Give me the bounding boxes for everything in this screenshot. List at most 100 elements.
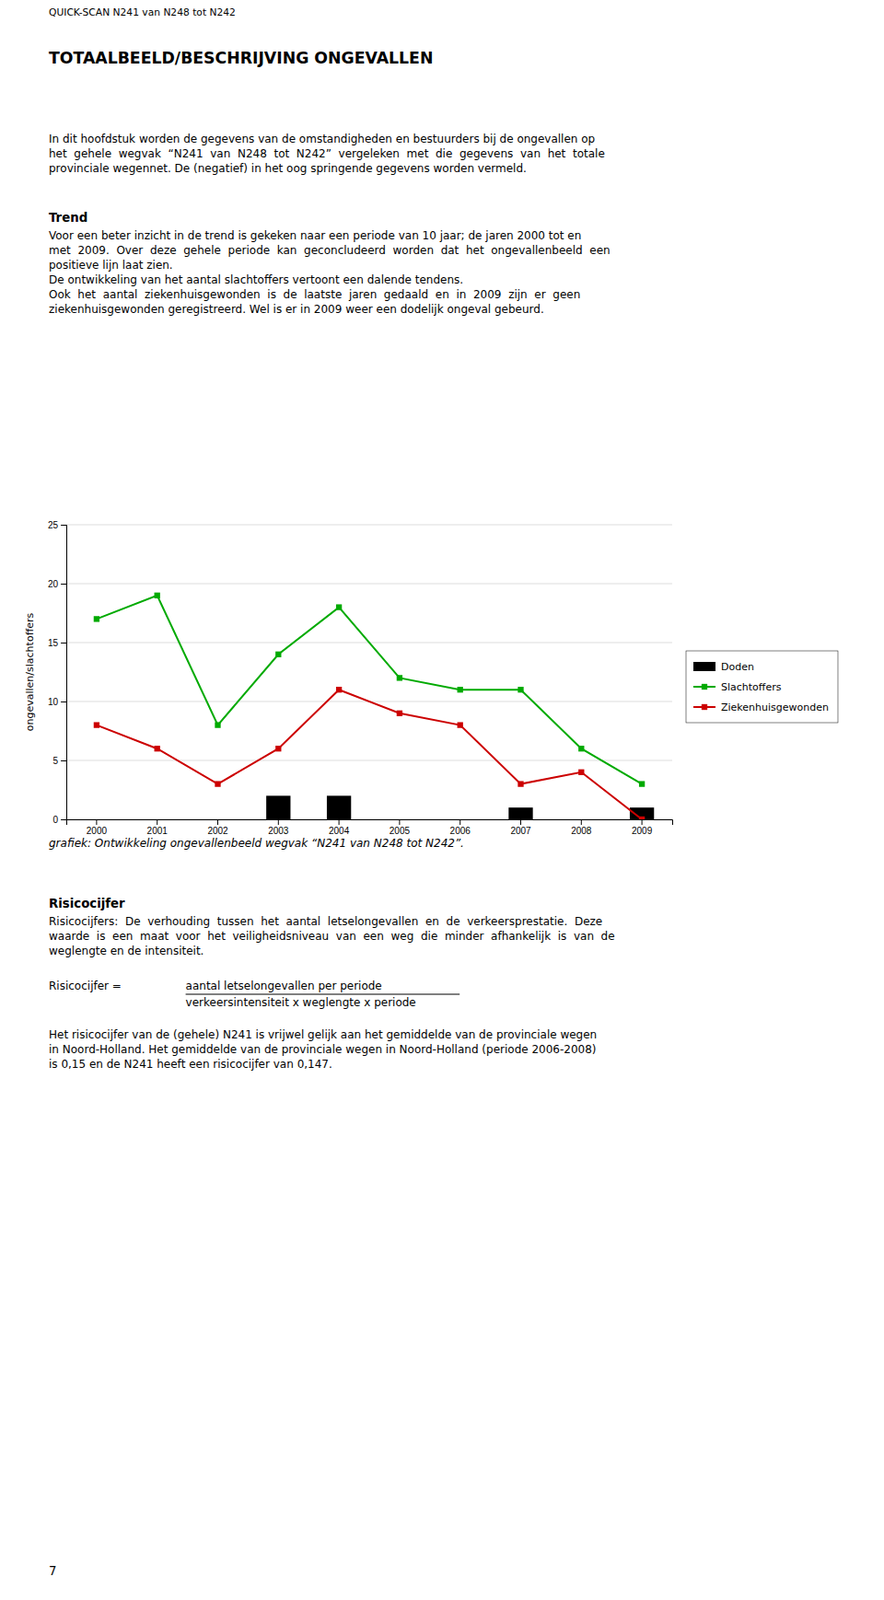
x-tick-mark	[398, 819, 400, 826]
page: QUICK-SCAN N241 van N248 tot N242TOTAALB…	[0, 0, 884, 1600]
marker	[457, 686, 464, 693]
line	[96, 595, 642, 785]
bar	[508, 807, 533, 820]
legend-item: Ziekenhuisgewonden	[693, 701, 829, 714]
line	[96, 689, 642, 820]
y-tick-mark	[60, 701, 67, 703]
plot-area	[93, 593, 655, 820]
y-tick: 20	[47, 579, 67, 590]
bar	[569, 819, 594, 821]
bar	[205, 819, 230, 821]
x-tick: 2002	[207, 819, 229, 837]
x-tick-label: 2009	[631, 825, 653, 837]
fraction-line	[186, 994, 461, 996]
grid-line	[66, 760, 673, 762]
marker	[578, 745, 584, 752]
bar	[84, 819, 109, 821]
bar	[326, 795, 351, 820]
x-tick-mark	[156, 819, 158, 826]
marker	[457, 721, 464, 728]
trend-line: Ook het aantal ziekenhuisgewonden is de …	[48, 288, 581, 302]
formula-denominator: verkeersintensiteit x weglengte x period…	[186, 996, 417, 1010]
conclusion-line: in Noord-Holland. Het gemiddelde van de …	[48, 1043, 597, 1057]
y-tick-mark	[60, 642, 67, 644]
marker	[154, 593, 161, 599]
x-tick: 2007	[510, 819, 532, 837]
grid	[66, 524, 673, 820]
x-tick: 2003	[267, 819, 290, 837]
x-tick: 2008	[570, 819, 593, 837]
legend-label: Doden	[721, 661, 755, 674]
intro-line: In dit hoofdstuk worden de gegevens van …	[48, 132, 595, 146]
legend-marker	[701, 704, 708, 710]
bar	[387, 819, 412, 821]
x-tick-label: 2002	[207, 825, 229, 837]
y-tick-label: 5	[52, 756, 59, 767]
page-title: TOTAALBEELD/BESCHRIJVING ONGEVALLEN	[48, 48, 433, 68]
intro-line: provinciale wegennet. De (negatief) in h…	[48, 162, 527, 175]
legend-item: Doden	[693, 661, 755, 674]
bar	[266, 795, 291, 820]
marker	[93, 616, 100, 622]
x-tick-label: 2007	[510, 825, 532, 837]
marker	[336, 686, 342, 693]
y-axis: 0510152025	[47, 520, 68, 826]
x-tick: 2005	[389, 819, 411, 837]
y-tick-label: 15	[47, 638, 59, 649]
y-tick-mark	[60, 524, 67, 526]
marker	[214, 780, 221, 787]
line-series	[93, 686, 646, 820]
x-tick-mark	[95, 819, 97, 826]
marker	[517, 780, 524, 787]
page-number: 7	[48, 1564, 57, 1579]
risicocijfer-line: weglengte en de intensiteit.	[48, 944, 204, 958]
x-tick-label: 2000	[86, 825, 108, 837]
section-title: Trend	[48, 210, 88, 225]
x-tick-mark	[217, 819, 219, 826]
marker	[639, 816, 645, 820]
trend-line: De ontwikkeling van het aantal slachtoff…	[48, 273, 464, 287]
marker	[396, 674, 403, 681]
marker	[578, 769, 584, 776]
y-tick-mark	[60, 819, 67, 821]
x-tick-label: 2003	[267, 825, 290, 837]
y-tick: 15	[47, 638, 67, 649]
marker	[396, 710, 403, 717]
x-tick: 2006	[450, 819, 472, 837]
marker	[639, 780, 645, 787]
formula-label: Risicocijfer =	[48, 979, 122, 993]
x-tick: 2001	[147, 819, 169, 837]
line-series	[93, 593, 646, 788]
x-axis: 2000200120022003200420052006200720082009	[67, 819, 674, 837]
marker	[517, 686, 524, 693]
y-tick-label: 0	[52, 814, 59, 826]
y-tick: 0	[52, 814, 67, 826]
y-tick-label: 20	[47, 579, 59, 590]
background	[0, 0, 884, 1600]
marker	[336, 604, 342, 610]
legend-marker	[701, 684, 708, 690]
grid-line	[66, 583, 673, 585]
trend-line: ziekenhuisgewonden geregistreerd. Wel is…	[48, 302, 545, 316]
y-tick: 10	[47, 697, 67, 708]
grid-line	[66, 524, 673, 526]
legend: Doden Slachtoffers Ziekenhuisgewonden	[686, 651, 838, 723]
marker	[275, 651, 281, 658]
x-tick-mark	[520, 819, 522, 826]
marker	[154, 745, 161, 752]
legend-label: Ziekenhuisgewonden	[721, 701, 829, 714]
legend-frame	[686, 651, 838, 723]
chart-caption: grafiek: Ontwikkeling ongevallenbeeld we…	[48, 837, 465, 850]
formula-numerator: aantal letselongevallen per periode	[186, 979, 383, 993]
x-tick-mark	[641, 819, 643, 826]
x-tick-mark	[338, 819, 340, 826]
x-axis-line	[67, 820, 674, 826]
legend-label: Slachtoffers	[721, 681, 782, 694]
x-tick-mark	[459, 819, 461, 826]
section-title: Risicocijfer	[48, 896, 126, 911]
marker	[214, 721, 221, 728]
x-tick-label: 2008	[570, 825, 593, 837]
y-tick: 5	[52, 756, 67, 767]
x-tick-label: 2001	[147, 825, 169, 837]
bar	[145, 819, 170, 821]
